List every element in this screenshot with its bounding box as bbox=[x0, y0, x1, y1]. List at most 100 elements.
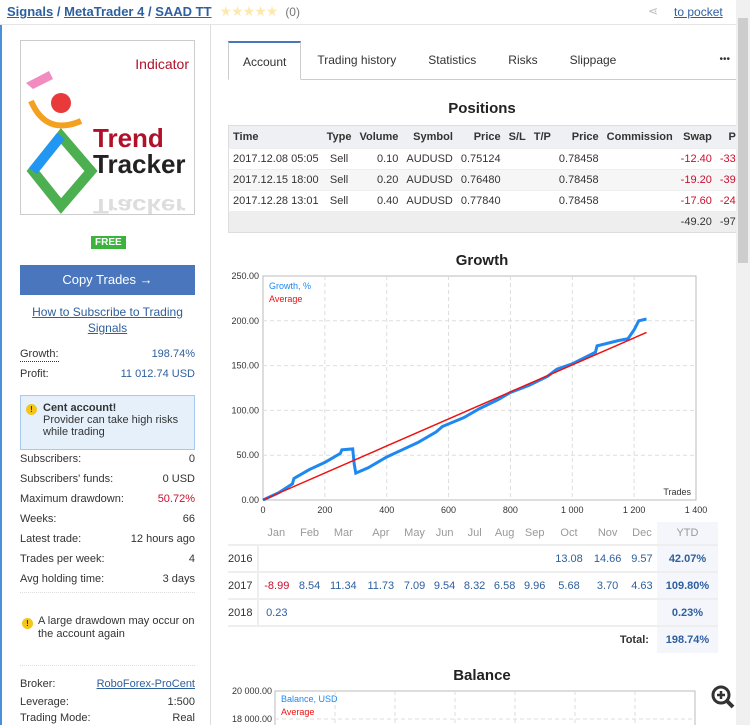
mode-row: Trading Mode: Real bbox=[20, 712, 195, 725]
month-header: Jul bbox=[467, 527, 482, 539]
month-header: Dec bbox=[632, 527, 652, 539]
stat-value: 50.72% bbox=[157, 493, 195, 505]
x-tick-label: 1 000 bbox=[561, 505, 584, 515]
table-cell: 0.75124 bbox=[456, 148, 505, 170]
sep: / bbox=[147, 4, 152, 19]
table-cell: 0.20 bbox=[355, 169, 403, 191]
month-value: 8.32 bbox=[459, 571, 490, 599]
x-axis-label: Trades bbox=[663, 487, 691, 497]
broker-link[interactable]: RoboForex-ProCent bbox=[96, 678, 195, 690]
month-value bbox=[399, 544, 430, 572]
drawdown-note: A large drawdown may occur on the accoun… bbox=[38, 615, 195, 640]
copy-trades-button[interactable]: Copy Trades → bbox=[20, 265, 195, 295]
column-header: Swap bbox=[676, 125, 716, 149]
tab-risks[interactable]: Risks bbox=[508, 53, 538, 67]
ytd-value: 42.07% bbox=[656, 544, 718, 572]
month-value bbox=[459, 598, 490, 626]
tab-trading-history[interactable]: Trading history bbox=[317, 53, 397, 67]
x-tick-label: 1 200 bbox=[623, 505, 646, 515]
table-cell bbox=[504, 169, 530, 191]
tab-account[interactable]: Account bbox=[228, 41, 302, 80]
month-value: 8.54 bbox=[294, 571, 325, 599]
table-cell bbox=[228, 211, 677, 233]
main-content: Account Trading history Statistics Risks… bbox=[212, 25, 750, 725]
ytd-header: YTD bbox=[656, 522, 718, 545]
growth-row: Growth: 198.74% bbox=[20, 348, 195, 362]
y-tick-label: 250.00 bbox=[231, 271, 259, 281]
positions-title: Positions bbox=[448, 100, 516, 117]
profit-label: Profit: bbox=[20, 368, 49, 380]
column-header: Commission bbox=[602, 125, 677, 149]
monthly-growth-table: Jan Feb Mar Apr May Jun Jul Aug Sep Oct Nov Dec YTD 2… bbox=[228, 522, 718, 653]
zoom-in-icon[interactable] bbox=[710, 685, 736, 711]
month-header: May bbox=[404, 527, 425, 539]
column-header bbox=[228, 522, 258, 545]
breadcrumb-metatrader4[interactable]: MetaTrader 4 bbox=[64, 4, 145, 19]
month-header: Aug bbox=[494, 527, 515, 539]
table-cell: Sell bbox=[322, 169, 356, 191]
month-value: 4.63 bbox=[626, 571, 657, 599]
breadcrumb-signals[interactable]: Signals bbox=[7, 4, 54, 19]
plot-area bbox=[262, 275, 697, 501]
x-tick-label: 200 bbox=[317, 505, 332, 515]
month-value bbox=[429, 598, 460, 626]
table-cell: 2017.12.28 13:01 bbox=[228, 190, 323, 212]
growth-value: 198.74% bbox=[151, 348, 195, 360]
month-value: 14.66 bbox=[588, 544, 627, 572]
stat-label: Avg holding time: bbox=[20, 573, 105, 585]
stat-value: 0 bbox=[188, 453, 195, 465]
month-value: -8.99 bbox=[258, 571, 295, 599]
month-value bbox=[324, 544, 363, 572]
month-value: 0.23 bbox=[258, 598, 295, 626]
breadcrumb-signal[interactable]: SAAD TT bbox=[155, 4, 212, 19]
month-header: Nov bbox=[597, 527, 618, 539]
profit-value: 11 012.74 USD bbox=[120, 368, 195, 380]
cent-account-note: ! Cent account! Provider can take high r… bbox=[20, 395, 195, 450]
positions-table: Time Type Volume Symbol Price S/L T/P Price Comm… bbox=[228, 125, 750, 233]
month-value bbox=[429, 544, 460, 572]
total-row: Total: 198.74% bbox=[228, 625, 718, 653]
stat-row: Avg holding time: 3 days bbox=[20, 573, 195, 586]
x-tick-label: 400 bbox=[379, 505, 394, 515]
tab-slippage[interactable]: Slippage bbox=[569, 53, 617, 67]
stat-label: Subscribers' funds: bbox=[20, 473, 114, 485]
table-cell bbox=[602, 148, 677, 170]
plot-area bbox=[274, 690, 696, 725]
month-value bbox=[489, 598, 520, 626]
year-row: 2017 -8.99 8.54 11.34 11.73 7.09 9.54 8.32 6.58 9… bbox=[228, 571, 718, 599]
month-value bbox=[626, 598, 657, 626]
more-tabs-button[interactable]: ••• bbox=[719, 54, 730, 65]
year-label: 2018 bbox=[228, 598, 259, 626]
share-icon[interactable]: ⋖ bbox=[648, 4, 659, 18]
scrollbar-thumb[interactable] bbox=[738, 18, 748, 263]
month-value bbox=[588, 598, 627, 626]
month-value bbox=[294, 544, 325, 572]
note-text: Provider can take high risks while tradi… bbox=[43, 414, 179, 438]
table-row: 2017.12.28 13:01 Sell 0.40 AUDUSD 0.77840 0.7… bbox=[228, 190, 750, 212]
broker-label: Broker: bbox=[20, 678, 56, 690]
column-header: S/L bbox=[504, 125, 530, 149]
stat-label: Maximum drawdown: bbox=[20, 493, 124, 505]
growth-label[interactable]: Growth: bbox=[20, 348, 59, 362]
how-to-subscribe-link[interactable]: How to Subscribe to Trading Signals bbox=[32, 305, 183, 335]
table-cell bbox=[504, 148, 530, 170]
year-row: 2016 13.08 14.66 9.57 42.07% bbox=[228, 544, 718, 572]
y-tick-label: 50.00 bbox=[236, 450, 259, 460]
year-label: 2017 bbox=[228, 571, 259, 599]
month-value bbox=[258, 544, 295, 572]
table-cell: -17.60 bbox=[676, 190, 716, 212]
x-tick-label: 1 400 bbox=[685, 505, 708, 515]
column-header: Volume bbox=[355, 125, 403, 149]
to-pocket-link[interactable]: to pocket bbox=[674, 5, 723, 19]
breadcrumb: Signals / MetaTrader 4 / SAAD TT bbox=[7, 4, 212, 19]
tab-statistics[interactable]: Statistics bbox=[428, 53, 477, 67]
table-cell: AUDUSD bbox=[402, 169, 457, 191]
month-value: 11.73 bbox=[362, 571, 400, 599]
column-header: Time bbox=[228, 125, 323, 149]
month-value bbox=[519, 598, 550, 626]
table-cell: 0.78458 bbox=[554, 169, 603, 191]
rating-stars[interactable]: ★★★★★ bbox=[219, 3, 279, 19]
month-header: Oct bbox=[560, 527, 578, 539]
table-cell: 2017.12.08 05:05 bbox=[228, 148, 323, 170]
month-value bbox=[294, 598, 325, 626]
